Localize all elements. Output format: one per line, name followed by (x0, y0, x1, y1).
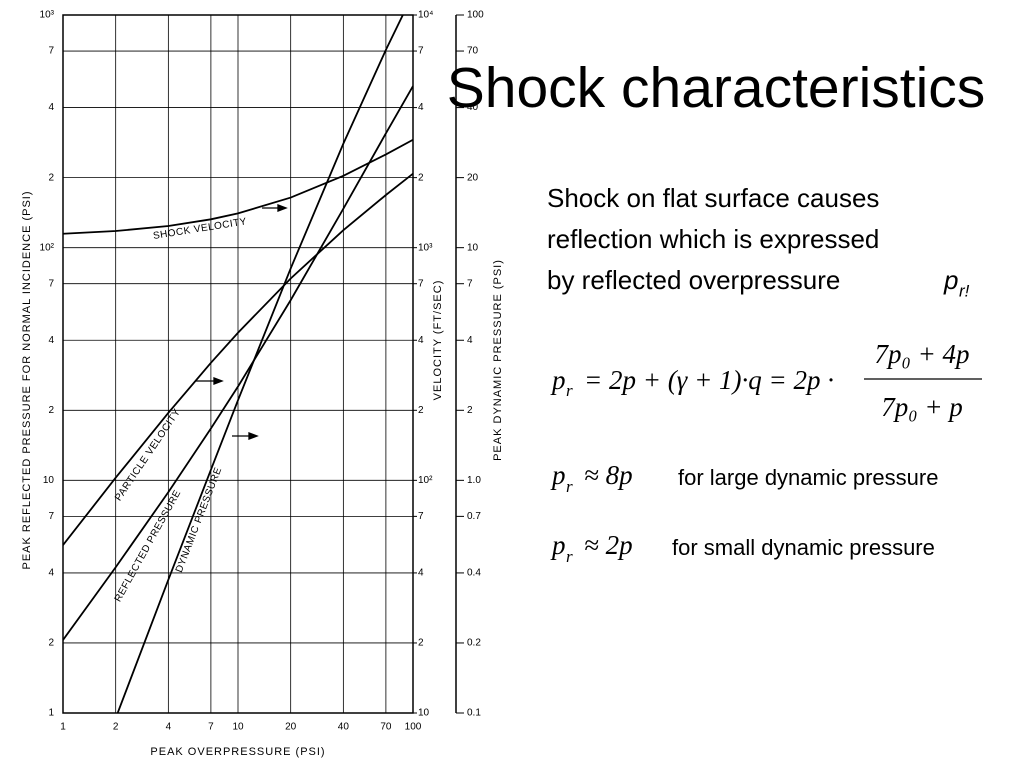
body-symbol: p (943, 265, 958, 295)
y2-tick-label: 4 (418, 335, 424, 346)
y-tick-label: 7 (48, 46, 54, 57)
y3-tick-label: 0.2 (467, 638, 481, 649)
eq-lhs-sub: r (566, 477, 573, 496)
slide-title: Shock characteristics (447, 56, 986, 120)
y-tick-label: 10³ (40, 10, 55, 21)
x-tick-label: 4 (166, 722, 172, 733)
eq-rhs: = 2p + (γ + 1)·q = 2p · (584, 365, 834, 395)
x-tick-label: 10 (232, 722, 244, 733)
series-line (63, 85, 413, 641)
body-symbol-sub: r! (959, 281, 970, 300)
x-tick-label: 20 (285, 722, 297, 733)
eq-lhs: p (550, 365, 566, 395)
y3-tick-label: 1.0 (467, 475, 481, 486)
body-line: Shock on flat surface causes (547, 183, 879, 213)
eq-lhs: p (550, 530, 566, 560)
y2-tick-label: 10² (418, 475, 433, 486)
y2-axis-title: VELOCITY (FT/SEC) (432, 280, 444, 401)
eq-rhs: ≈ 2p (584, 530, 633, 560)
y-tick-label: 4 (48, 568, 54, 579)
y2-tick-label: 10³ (418, 242, 433, 253)
y3-tick-label: 70 (467, 46, 479, 57)
y3-tick-label: 4 (467, 335, 473, 346)
y2-tick-label: 4 (418, 568, 424, 579)
y2-tick-label: 10 (418, 708, 430, 719)
y-tick-label: 2 (48, 638, 54, 649)
y3-tick-label: 2 (467, 405, 473, 416)
y3-axis-title: PEAK DYNAMIC PRESSURE (PSI) (492, 259, 504, 461)
series-line (116, 15, 404, 713)
y2-tick-label: 4 (418, 102, 424, 113)
y-tick-label: 7 (48, 278, 54, 289)
plot-area (63, 15, 413, 713)
arrows (196, 204, 288, 440)
y2-tick-label: 7 (418, 46, 424, 57)
eq-lhs-sub: r (566, 381, 573, 400)
eq-rhs: ≈ 8p (584, 460, 633, 490)
body-line: reflection which is expressed (547, 224, 879, 254)
y2-tick-label: 2 (418, 638, 424, 649)
x-tick-label: 100 (405, 722, 422, 733)
eq-lhs: p (550, 460, 566, 490)
y-tick-label: 4 (48, 335, 54, 346)
y2-tick-label: 2 (418, 405, 424, 416)
y-tick-label: 7 (48, 511, 54, 522)
x-tick-label: 7 (208, 722, 214, 733)
x-axis-title: PEAK OVERPRESSURE (PSI) (150, 746, 325, 758)
y3-tick-label: 0.1 (467, 708, 481, 719)
y-tick-label: 4 (48, 102, 54, 113)
y3-tick-label: 40 (467, 102, 479, 113)
y2-tick-label: 10⁴ (418, 10, 433, 21)
y-tick-label: 2 (48, 405, 54, 416)
y3-tick-label: 0.7 (467, 511, 481, 522)
eq-numerator: 7p₀ + 4p (874, 339, 969, 369)
y-tick-label: 2 (48, 172, 54, 183)
y-tick-label: 10² (40, 242, 55, 253)
arrow-head (213, 377, 224, 385)
y3-tick-label: 10 (467, 242, 479, 253)
y3-tick-label: 100 (467, 10, 484, 21)
x-tick-label: 2 (113, 722, 119, 733)
series-label: REFLECTED PRESSURE (113, 488, 184, 604)
arrow-head (248, 432, 259, 440)
y-tick-label: 1 (48, 708, 54, 719)
eq-note: for small dynamic pressure (672, 535, 935, 560)
y3-tick-label: 20 (467, 172, 479, 183)
y2-tick-label: 7 (418, 278, 424, 289)
series-label: DYNAMIC PRESSURE (174, 466, 224, 574)
y3-tick-label: 0.4 (467, 568, 481, 579)
series-line (63, 138, 413, 235)
y2-tick-label: 7 (418, 511, 424, 522)
y3-tick-label: 7 (467, 278, 473, 289)
eq-denominator: 7p₀ + p (881, 392, 963, 422)
x-tick-label: 1 (60, 722, 66, 733)
eq-lhs-sub: r (566, 547, 573, 566)
y2-tick-label: 2 (418, 172, 424, 183)
x-tick-label: 70 (380, 722, 392, 733)
y-axis-title: PEAK REFLECTED PRESSURE FOR NORMAL INCID… (21, 190, 33, 569)
chart: PEAK OVERPRESSURE (PSI) PEAK REFLECTED P… (21, 10, 504, 758)
arrow-head (277, 204, 288, 212)
y-tick-label: 10 (43, 475, 55, 486)
body-line: by reflected overpressure (547, 265, 840, 295)
x-tick-label: 40 (338, 722, 350, 733)
eq-note: for large dynamic pressure (678, 465, 938, 490)
series-line (63, 172, 413, 546)
